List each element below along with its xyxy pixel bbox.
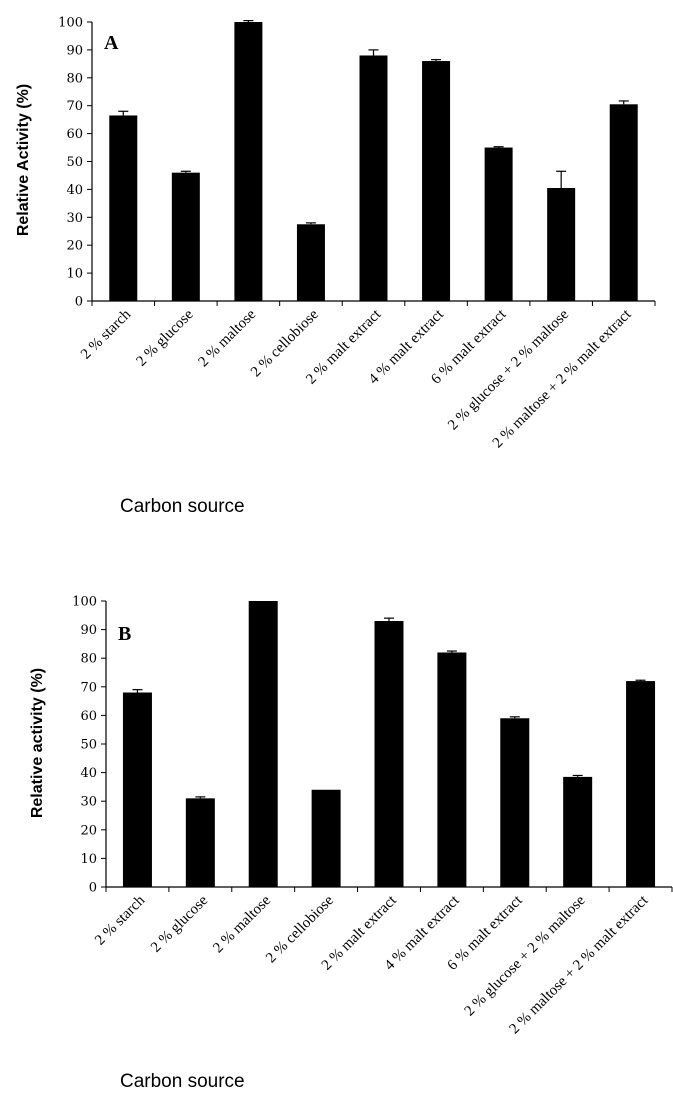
y-tick-label: 100: [72, 595, 97, 610]
y-tick-label: 10: [80, 852, 97, 867]
chart-panel-a: A Relative Activity (%) Carbon source 0 1…: [15, 16, 656, 517]
x-axis-label-b: Carbon source: [120, 1071, 245, 1092]
y-tick-label: 70: [80, 680, 97, 695]
y-tick-label: 90: [80, 623, 97, 638]
bar-a-8: [609, 104, 638, 302]
bar-a-1: [171, 172, 200, 301]
y-tick-label: 40: [66, 183, 83, 198]
bar-b-4: [374, 621, 404, 887]
y-tick-label: 20: [80, 823, 97, 838]
y-tick-label: 20: [66, 239, 83, 254]
bar-b-0: [122, 692, 152, 887]
y-tick-label: 80: [66, 71, 83, 86]
panel-letter-b: B: [118, 623, 131, 645]
y-tick-label: 10: [66, 267, 83, 282]
y-tick-label: 60: [66, 127, 83, 142]
x-tick-label: 2 % glucose: [133, 306, 196, 369]
y-tick-label: 80: [80, 652, 97, 667]
y-tick-label: 50: [80, 738, 97, 753]
x-tick-label: 2 % maltose + 2 % malt extract: [490, 306, 635, 451]
x-tick-label: 2 % starch: [92, 892, 148, 948]
x-tick-label: 2 % glucose + 2 % maltose: [445, 306, 572, 433]
bar-a-7: [547, 188, 576, 301]
chart-panel-b: B Relative activity (%) Carbon source 0 1…: [29, 595, 673, 1092]
y-tick-label: 90: [66, 43, 83, 58]
y-tick-label: 40: [80, 766, 97, 781]
x-tick-label: 2 % glucose + 2 % maltose: [462, 892, 589, 1019]
bar-a-2: [234, 22, 263, 301]
y-tick-label: 60: [80, 709, 97, 724]
bar-a-4: [359, 55, 388, 302]
bar-a-6: [484, 147, 513, 301]
x-axis-label-a: Carbon source: [120, 496, 245, 517]
bar-b-3: [311, 789, 341, 887]
x-tick-label: 2 % maltose + 2 % malt extract: [507, 892, 652, 1037]
bar-b-8: [626, 681, 656, 887]
bar-b-6: [500, 718, 530, 887]
y-tick-label: 0: [89, 881, 97, 896]
y-tick-label: 100: [58, 16, 83, 31]
y-tick-label: 0: [75, 295, 83, 310]
bar-b-1: [185, 798, 215, 887]
bar-b-5: [437, 652, 467, 887]
y-axis-label-b: Relative activity (%): [29, 668, 46, 818]
bar-a-0: [109, 115, 138, 301]
bar-a-3: [296, 224, 325, 301]
bar-b-7: [563, 776, 593, 887]
x-tick-label: 2 % starch: [78, 306, 134, 362]
y-tick-label: 50: [66, 155, 83, 170]
y-axis-label-a: Relative Activity (%): [15, 84, 32, 236]
bar-b-2: [248, 601, 278, 887]
x-tick-label: 2 % maltose: [210, 892, 274, 956]
x-tick-label: 2 % glucose: [148, 892, 211, 955]
y-tick-label: 70: [66, 99, 83, 114]
panel-letter-a: A: [104, 32, 119, 54]
y-tick-label: 30: [80, 795, 97, 810]
x-tick-label: 2 % maltose: [195, 306, 259, 370]
bar-a-5: [422, 61, 451, 302]
y-tick-label: 30: [66, 211, 83, 226]
